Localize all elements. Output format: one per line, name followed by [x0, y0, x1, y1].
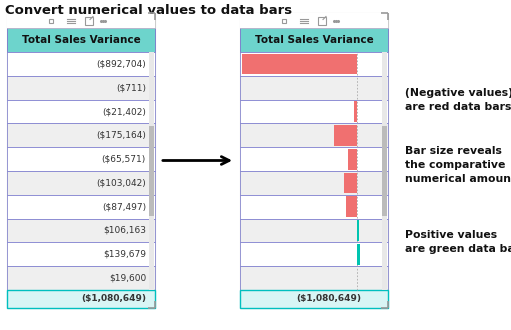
Text: $106,163: $106,163 [103, 226, 146, 235]
Text: Bar size reveals
the comparative
numerical amount: Bar size reveals the comparative numeric… [405, 146, 511, 184]
Bar [240, 28, 388, 52]
Text: ($711): ($711) [116, 83, 146, 92]
Bar [7, 266, 155, 290]
Text: ($21,402): ($21,402) [102, 107, 146, 116]
Text: ($103,042): ($103,042) [96, 179, 146, 187]
Bar [7, 76, 155, 100]
Bar [7, 13, 155, 28]
Bar [357, 244, 360, 265]
Text: ($892,704): ($892,704) [96, 59, 146, 68]
Text: $139,679: $139,679 [103, 250, 146, 259]
Bar [149, 126, 154, 216]
Bar [7, 195, 155, 218]
Bar [240, 123, 388, 147]
Text: Positive values
are green data bars: Positive values are green data bars [405, 230, 511, 254]
Bar [240, 76, 388, 100]
Bar [7, 28, 155, 52]
Bar [149, 52, 154, 290]
Bar [7, 123, 155, 147]
Bar [345, 196, 357, 217]
Bar [7, 147, 155, 171]
Text: Convert numerical values to data bars: Convert numerical values to data bars [5, 4, 292, 17]
Bar [240, 100, 388, 123]
Bar [7, 218, 155, 243]
Bar [382, 126, 387, 216]
Bar [240, 52, 388, 76]
Bar [240, 218, 388, 243]
Bar [240, 195, 388, 218]
Bar [240, 147, 388, 171]
Bar [357, 220, 359, 241]
Text: ($65,571): ($65,571) [102, 154, 146, 164]
Text: Total Sales Variance: Total Sales Variance [254, 35, 374, 45]
Bar [7, 290, 155, 308]
Bar [344, 173, 357, 193]
Bar [7, 52, 155, 76]
Bar [354, 101, 357, 122]
Bar [334, 125, 357, 146]
Bar [240, 171, 388, 195]
Text: ($1,080,649): ($1,080,649) [296, 294, 361, 304]
Text: ($87,497): ($87,497) [102, 202, 146, 211]
Bar [7, 171, 155, 195]
Bar [7, 13, 155, 308]
Text: Total Sales Variance: Total Sales Variance [21, 35, 141, 45]
Bar [240, 13, 388, 308]
Bar [349, 149, 357, 170]
Text: $19,600: $19,600 [109, 274, 146, 282]
Bar [242, 53, 357, 74]
Bar [240, 243, 388, 266]
Bar [240, 13, 388, 28]
Bar [382, 52, 387, 290]
Text: (Negative values)
are red data bars: (Negative values) are red data bars [405, 88, 511, 112]
Bar [7, 243, 155, 266]
Bar [240, 266, 388, 290]
Bar [240, 290, 388, 308]
Text: ($1,080,649): ($1,080,649) [81, 294, 146, 304]
Text: ($175,164): ($175,164) [96, 131, 146, 140]
Bar [7, 100, 155, 123]
